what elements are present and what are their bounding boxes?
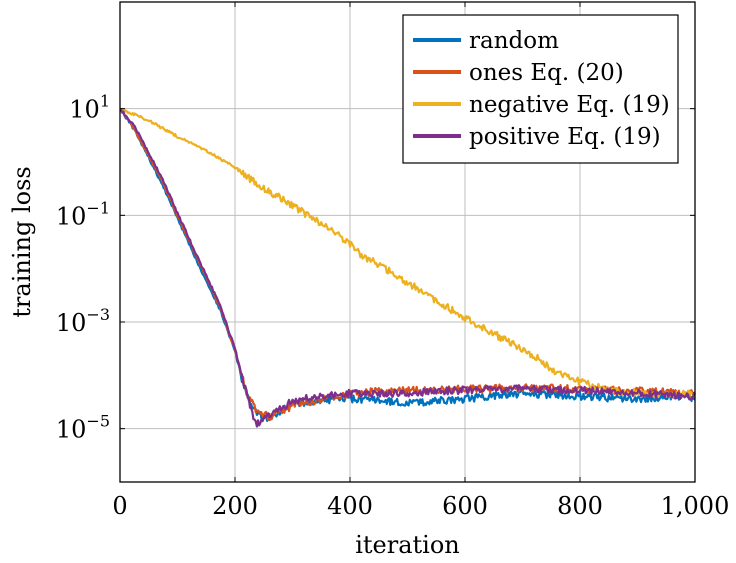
x-tick-label: 800: [557, 492, 603, 520]
y-tick-label: 10−1: [56, 198, 110, 230]
legend-entry-label: ones Eq. (20): [469, 60, 624, 86]
y-tick-label: 10−3: [56, 305, 110, 337]
axis-ticks: 0 200 400 600 800 1,000 101 10−1 10−3 10−5: [56, 2, 730, 520]
y-tick-label: 10−5: [56, 412, 110, 444]
x-tick-label: 1,000: [661, 492, 730, 520]
x-tick-label: 200: [212, 492, 258, 520]
legend-entry-label: negative Eq. (19): [469, 92, 670, 118]
x-tick-label: 400: [327, 492, 373, 520]
y-tick-label: 101: [69, 92, 110, 124]
legend: random ones Eq. (20) negative Eq. (19) posi…: [402, 14, 679, 164]
series-lines: [119, 108, 697, 428]
x-tick-label: 0: [112, 492, 127, 520]
series-line: [119, 108, 697, 399]
y-axis-label: training loss: [8, 166, 36, 317]
legend-entry-label: positive Eq. (19): [469, 124, 661, 150]
series-line: [119, 108, 696, 428]
x-tick-label: 600: [442, 492, 488, 520]
plot-frame: [119, 1, 696, 483]
legend-entry-label: random: [469, 28, 559, 54]
x-axis-label: iteration: [355, 531, 460, 559]
